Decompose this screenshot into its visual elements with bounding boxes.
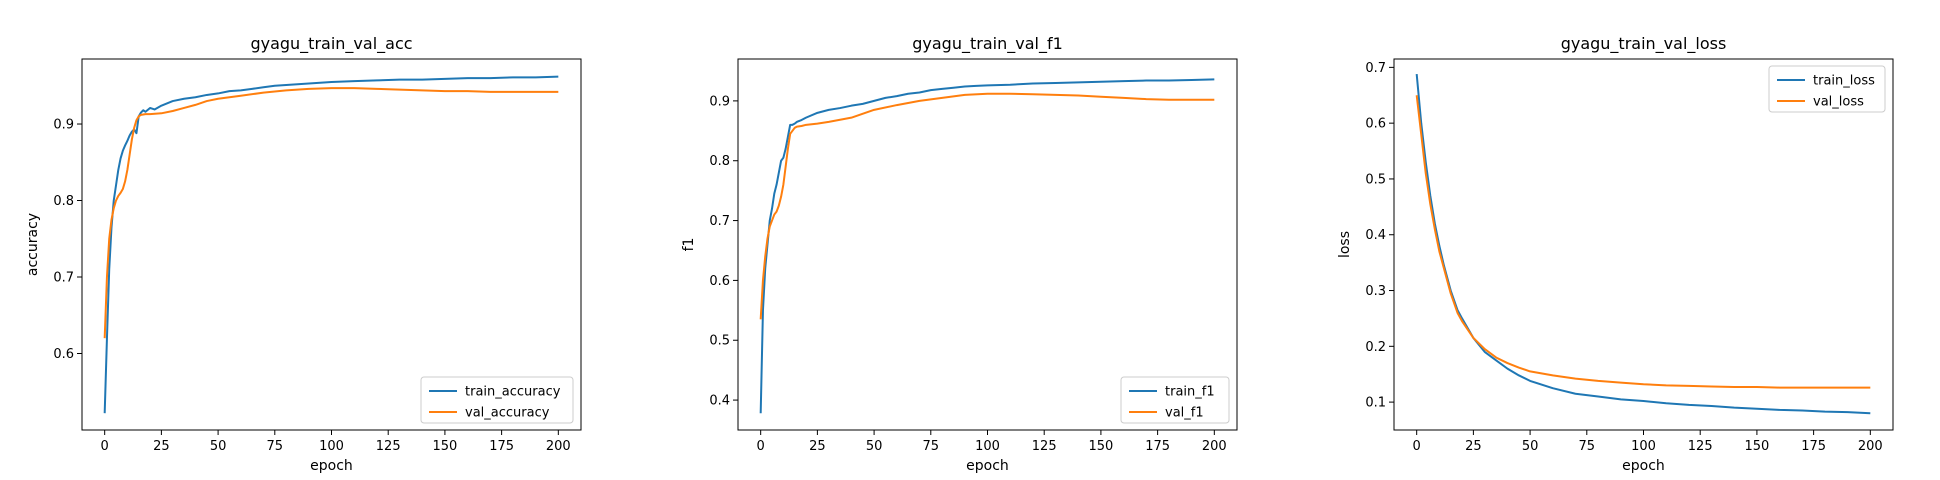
x-tick-label: 200 <box>546 439 571 454</box>
x-tick-label: 100 <box>319 439 344 454</box>
legend-entry: train_accuracy <box>465 385 561 400</box>
x-tick-label: 0 <box>757 439 765 454</box>
plot-frame <box>1393 58 1894 431</box>
y-tick-label: 0.7 <box>53 271 74 286</box>
y-tick-label: 0.2 <box>1365 340 1386 355</box>
legend: train_accuracy val_accuracy <box>420 376 574 424</box>
x-tick-label: 50 <box>1522 439 1539 454</box>
x-tick-label: 125 <box>1688 439 1713 454</box>
chart-title: gyagu_train_val_f1 <box>912 34 1063 54</box>
x-tick-label: 0 <box>1413 439 1421 454</box>
y-tick-label: 0.4 <box>709 394 730 409</box>
y-axis-label: loss <box>1337 231 1353 258</box>
y-tick-label: 0.8 <box>709 154 730 169</box>
x-tick-label: 75 <box>923 439 940 454</box>
x-tick-label: 175 <box>489 439 514 454</box>
legend-entry: val_accuracy <box>465 406 550 421</box>
x-tick-label: 50 <box>210 439 227 454</box>
chart-panel-1: gyagu_train_val_acc 0 25 50 75 100 125 150 175 20… <box>25 34 582 474</box>
x-tick-label: 75 <box>1579 439 1596 454</box>
y-axis-label: f1 <box>681 238 697 252</box>
y-tick-label: 0.1 <box>1365 396 1386 411</box>
chart-panel-2: gyagu_train_val_f1 0 25 50 75 100 125 150 175 200… <box>681 34 1238 474</box>
y-tick-label: 0.6 <box>53 347 74 362</box>
y-tick-label: 0.9 <box>709 94 730 109</box>
y-tick-label: 0.4 <box>1365 228 1386 243</box>
series-line-train_loss <box>1415 73 1871 415</box>
x-tick-label: 25 <box>1465 439 1482 454</box>
x-tick-label: 75 <box>267 439 284 454</box>
legend-entry: val_loss <box>1813 95 1864 110</box>
x-tick-label: 25 <box>809 439 826 454</box>
x-tick-label: 200 <box>1202 439 1227 454</box>
y-tick-label: 0.7 <box>1365 61 1386 76</box>
x-tick-label: 150 <box>432 439 457 454</box>
x-tick-label: 100 <box>1631 439 1656 454</box>
x-axis-label: epoch <box>1622 458 1665 474</box>
x-tick-label: 50 <box>866 439 883 454</box>
series-line-val_loss <box>1415 95 1871 389</box>
legend-entry: val_f1 <box>1165 406 1204 421</box>
legend-box <box>420 376 574 424</box>
x-axis-label: epoch <box>966 458 1009 474</box>
series-line-train_accuracy <box>103 75 559 414</box>
x-axis-label: epoch <box>310 458 353 474</box>
x-tick-label: 25 <box>153 439 170 454</box>
y-tick-label: 0.9 <box>53 118 74 133</box>
legend: train_f1 val_f1 <box>1120 376 1230 424</box>
chart-title: gyagu_train_val_loss <box>1561 34 1727 54</box>
y-tick-label: 0.6 <box>1365 117 1386 132</box>
y-tick-label: 0.7 <box>709 214 730 229</box>
x-tick-label: 0 <box>101 439 109 454</box>
x-tick-label: 100 <box>975 439 1000 454</box>
y-axis-label: accuracy <box>25 213 41 276</box>
legend-entry: train_f1 <box>1165 385 1215 400</box>
plot-frame <box>81 58 582 431</box>
legend: train_loss val_loss <box>1768 65 1886 113</box>
x-tick-label: 125 <box>1032 439 1057 454</box>
x-tick-label: 150 <box>1088 439 1113 454</box>
y-tick-label: 0.3 <box>1365 284 1386 299</box>
x-tick-label: 175 <box>1801 439 1826 454</box>
chart-title: gyagu_train_val_acc <box>250 34 412 54</box>
series-line-val_f1 <box>759 92 1215 320</box>
x-tick-label: 175 <box>1145 439 1170 454</box>
x-tick-label: 150 <box>1744 439 1769 454</box>
legend-entry: train_loss <box>1813 74 1875 89</box>
x-tick-label: 200 <box>1858 439 1883 454</box>
x-tick-label: 125 <box>376 439 401 454</box>
y-tick-label: 0.8 <box>53 194 74 209</box>
series-line-val_accuracy <box>103 87 559 339</box>
series-line-train_f1 <box>759 78 1215 414</box>
chart-panel-3: gyagu_train_val_loss 0 25 50 75 100 125 150 175 2… <box>1337 34 1894 474</box>
y-tick-label: 0.5 <box>1365 172 1386 187</box>
y-tick-label: 0.5 <box>709 334 730 349</box>
y-tick-label: 0.6 <box>709 274 730 289</box>
